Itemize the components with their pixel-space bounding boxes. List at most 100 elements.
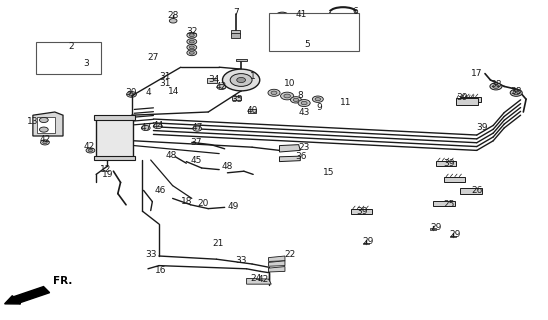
Bar	[460, 188, 482, 194]
Circle shape	[513, 91, 520, 95]
Text: 1: 1	[250, 72, 256, 81]
Circle shape	[71, 58, 82, 65]
Circle shape	[217, 84, 226, 90]
Text: 31: 31	[160, 79, 171, 88]
Text: 25: 25	[444, 200, 455, 209]
Text: 43: 43	[299, 108, 310, 117]
Circle shape	[193, 126, 202, 131]
Bar	[94, 115, 135, 120]
Circle shape	[276, 12, 289, 20]
Circle shape	[298, 100, 310, 107]
Text: 15: 15	[323, 168, 334, 177]
Bar	[363, 243, 369, 244]
Bar	[269, 13, 359, 51]
Circle shape	[315, 98, 321, 101]
Text: 31: 31	[160, 72, 171, 81]
Text: 27: 27	[148, 53, 159, 62]
Circle shape	[237, 77, 246, 83]
Circle shape	[129, 93, 134, 96]
Text: 33: 33	[145, 250, 156, 259]
Bar	[433, 201, 455, 206]
Bar	[450, 236, 456, 237]
Bar	[94, 156, 135, 160]
Bar	[37, 117, 55, 133]
Text: 36: 36	[295, 152, 306, 161]
Text: 16: 16	[155, 266, 166, 275]
FancyArrow shape	[4, 286, 50, 304]
Bar	[444, 177, 465, 182]
Text: 48: 48	[222, 162, 233, 171]
Text: 7: 7	[233, 8, 238, 17]
Bar	[430, 228, 436, 230]
Text: 9: 9	[317, 103, 322, 112]
Bar	[248, 109, 256, 113]
Text: 45: 45	[191, 156, 202, 165]
Text: 41: 41	[295, 10, 306, 19]
Polygon shape	[279, 145, 300, 152]
Circle shape	[510, 89, 522, 96]
Circle shape	[127, 92, 136, 97]
Text: 46: 46	[155, 186, 166, 195]
Text: 42: 42	[258, 275, 269, 284]
Text: 13: 13	[27, 117, 38, 126]
Circle shape	[88, 149, 93, 152]
Text: 30: 30	[126, 88, 137, 97]
Bar	[456, 98, 478, 105]
Circle shape	[39, 117, 48, 123]
Text: 14: 14	[168, 87, 179, 96]
Text: 26: 26	[471, 186, 482, 195]
Circle shape	[296, 31, 307, 37]
Text: 12: 12	[100, 165, 111, 174]
Text: 17: 17	[471, 69, 482, 78]
Circle shape	[39, 127, 48, 132]
Circle shape	[189, 34, 194, 36]
Circle shape	[41, 140, 49, 145]
Circle shape	[43, 141, 47, 144]
Circle shape	[187, 39, 197, 44]
Text: 19: 19	[102, 170, 113, 179]
Text: 47: 47	[192, 124, 203, 132]
Text: 38: 38	[511, 87, 522, 96]
Text: 42: 42	[39, 135, 50, 144]
Text: 42: 42	[216, 82, 227, 91]
Polygon shape	[269, 261, 285, 266]
Circle shape	[169, 19, 177, 23]
Circle shape	[189, 46, 194, 49]
Text: 44: 44	[152, 121, 163, 130]
Text: 20: 20	[197, 199, 208, 208]
Polygon shape	[279, 156, 300, 162]
Text: 10: 10	[284, 79, 295, 88]
Text: 2: 2	[68, 42, 74, 51]
Text: 23: 23	[299, 143, 310, 152]
Circle shape	[187, 44, 197, 50]
Circle shape	[290, 97, 301, 103]
Circle shape	[141, 125, 150, 131]
Bar	[36, 42, 101, 74]
Text: 48: 48	[166, 151, 177, 160]
Bar	[96, 118, 133, 157]
Circle shape	[153, 124, 162, 129]
Polygon shape	[247, 278, 271, 284]
Text: 49: 49	[227, 202, 238, 211]
Circle shape	[43, 48, 58, 57]
Text: 32: 32	[186, 28, 197, 36]
Text: 28: 28	[167, 12, 178, 20]
Text: 33: 33	[236, 256, 247, 265]
Circle shape	[222, 69, 260, 91]
Circle shape	[282, 29, 293, 35]
Text: 11: 11	[340, 98, 351, 107]
Circle shape	[281, 92, 294, 100]
Polygon shape	[269, 256, 285, 261]
Circle shape	[54, 51, 72, 61]
Circle shape	[301, 101, 307, 105]
Polygon shape	[269, 267, 285, 272]
Text: 29: 29	[449, 230, 460, 239]
Text: 21: 21	[213, 239, 224, 248]
Text: 5: 5	[304, 40, 310, 49]
Circle shape	[47, 50, 54, 55]
Circle shape	[189, 40, 194, 43]
Circle shape	[312, 96, 323, 102]
Text: 39: 39	[356, 207, 367, 216]
Circle shape	[230, 74, 252, 86]
Bar	[231, 30, 240, 34]
